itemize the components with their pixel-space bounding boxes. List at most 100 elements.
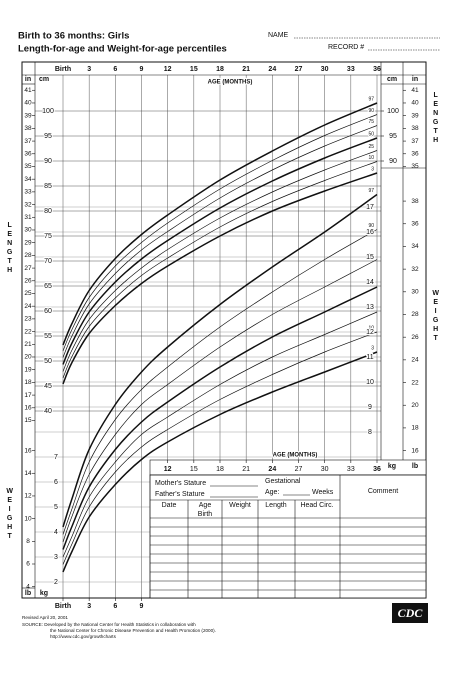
y2-tick-label: 16 (411, 447, 419, 454)
x-tick-label: 6 (113, 603, 117, 610)
x-tick-label: 3 (87, 603, 91, 610)
table-label: Gestational (265, 478, 301, 485)
percentile-curve (62, 229, 378, 535)
footer-revised: Revised April 20, 2001 (22, 615, 68, 620)
y2-tick-label: 29 (24, 239, 32, 246)
x-tick-label: 12 (164, 66, 172, 73)
table-header: Head Circ. (300, 502, 333, 509)
percentile-curve (62, 125, 378, 358)
percentile-label: 90 (368, 108, 374, 114)
x-tick-label: 21 (242, 466, 250, 473)
table-label: Father's Stature (155, 491, 205, 498)
percentile-curve (62, 114, 378, 352)
table-header: Length (265, 502, 287, 509)
x-tick-label: 6 (113, 66, 117, 73)
side-label-weight: WEIGHT (431, 290, 439, 344)
unit-label: lb (25, 590, 31, 597)
y2-tick-label: 39 (411, 112, 419, 119)
y2-tick-label: 41 (24, 87, 32, 94)
y-tick-label: 13 (366, 304, 374, 311)
y2-tick-label: 26 (24, 278, 32, 285)
y-tick-label: 80 (44, 208, 52, 215)
percentile-curve (62, 331, 378, 565)
percentile-curve (62, 351, 378, 573)
unit-label: lb (412, 463, 418, 470)
x-tick-label: 21 (242, 66, 250, 73)
y2-tick-label: 36 (411, 220, 419, 227)
x-axis-title: AGE (MONTHS) (208, 80, 253, 86)
y2-tick-label: 25 (24, 290, 32, 297)
y2-tick-label: 4 (26, 583, 30, 590)
x-tick-label: 24 (268, 66, 276, 73)
y2-tick-label: 31 (24, 214, 32, 221)
table-label: Age: (265, 489, 279, 496)
y-tick-label: 90 (389, 158, 397, 165)
y-tick-label: 3 (54, 554, 58, 561)
x-tick-label: Birth (55, 603, 71, 610)
table-rows (150, 517, 426, 591)
y2-tick-label: 24 (411, 357, 419, 364)
curves (62, 102, 378, 573)
y2-tick-label: 41 (411, 87, 419, 94)
y2-tick-label: 24 (24, 303, 32, 310)
y2-tick-label: 35 (24, 163, 32, 170)
y-tick-label: 40 (44, 408, 52, 415)
record-label: RECORD # (328, 44, 364, 51)
y2-tick-label: 6 (26, 561, 30, 568)
percentile-curve (62, 102, 378, 346)
x-tick-label: 24 (268, 466, 276, 473)
y-tick-label: 85 (44, 183, 52, 190)
x-tick-label: 33 (347, 66, 355, 73)
y-tick-label: 50 (44, 358, 52, 365)
table-label: Mother's Stature (155, 480, 206, 487)
y2-tick-label: 20 (411, 402, 419, 409)
y2-tick-label: 34 (411, 243, 419, 250)
y-tick-label: 17 (366, 204, 374, 211)
y2-tick-label: 14 (24, 470, 32, 477)
y-tick-label: 70 (44, 258, 52, 265)
y2-tick-label: 30 (411, 289, 419, 296)
percentile-curve (62, 193, 378, 528)
y2-tick-label: 32 (24, 201, 32, 208)
y2-tick-label: 22 (411, 379, 419, 386)
percentile-label: 3 (371, 345, 374, 351)
y2-tick-label: 38 (411, 125, 419, 132)
x-tick-label: 18 (216, 66, 224, 73)
y2-tick-label: 28 (411, 311, 419, 318)
y2-tick-label: 21 (24, 341, 32, 348)
y-tick-label: 5 (54, 504, 58, 511)
y-tick-label: 95 (44, 133, 52, 140)
percentile-label: 90 (368, 223, 374, 229)
table-cell: Birth (198, 511, 213, 518)
percentile-label: 97 (368, 188, 374, 194)
y-tick-label: 10 (366, 379, 374, 386)
unit-label: in (25, 76, 31, 83)
y-tick-label: 16 (366, 229, 374, 236)
percentile-curve (62, 137, 378, 365)
y-tick-label: 90 (44, 158, 52, 165)
footer-source: the National Center for Chronic Disease … (50, 628, 216, 633)
percentile-label: 3 (371, 166, 374, 172)
side-label-length: LENGTH (432, 92, 439, 146)
y-tick-label: 100 (387, 108, 399, 115)
y2-tick-label: 28 (24, 252, 32, 259)
y-tick-label: 45 (44, 383, 52, 390)
y-tick-label: 8 (368, 429, 372, 436)
logo-text: CDC (398, 606, 424, 620)
y2-tick-label: 10 (24, 515, 32, 522)
footer-source: SOURCE: Developed by the National Center… (22, 622, 196, 627)
table-header: Weight (229, 502, 251, 509)
x-tick-label: 12 (164, 466, 172, 473)
y2-tick-label: 27 (24, 265, 32, 272)
y2-tick-label: 16 (24, 405, 32, 412)
percentile-curve (62, 150, 378, 372)
unit-label: cm (387, 76, 397, 83)
y-tick-label: 6 (54, 479, 58, 486)
y2-tick-label: 18 (411, 425, 419, 432)
y-tick-label: 2 (54, 579, 58, 586)
x-axis-title: AGE (MONTHS) (273, 453, 318, 459)
y2-tick-label: 32 (411, 266, 419, 273)
